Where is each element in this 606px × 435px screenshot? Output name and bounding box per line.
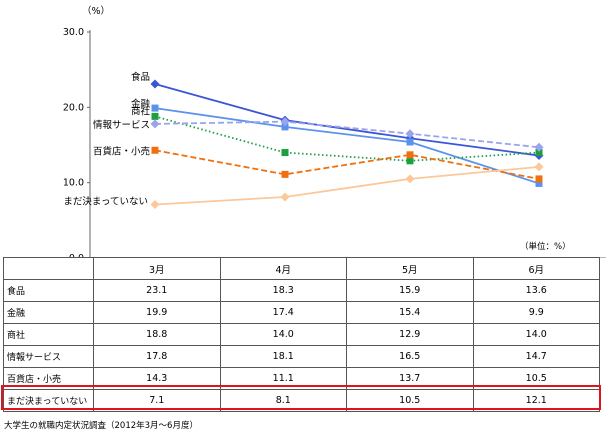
table-cell: 10.5 xyxy=(346,389,474,412)
y-axis-unit-label: （%） xyxy=(82,5,110,17)
data-point xyxy=(150,119,160,129)
table-cell: 12.9 xyxy=(346,323,474,346)
series-line xyxy=(154,149,540,180)
series-label: 百貨店・小売 xyxy=(93,145,150,157)
data-point xyxy=(151,104,159,112)
series-line xyxy=(154,83,540,157)
table-cell: 18.8 xyxy=(93,323,221,346)
data-point xyxy=(150,79,160,89)
data-point xyxy=(281,170,289,178)
data-point xyxy=(406,138,414,146)
series-label: 食品 xyxy=(131,71,150,83)
data-point xyxy=(534,142,544,152)
table-cell: 14.0 xyxy=(472,323,600,346)
table-cell: 7.1 xyxy=(93,389,221,412)
table-row-label: 百貨店・小売 xyxy=(3,367,94,390)
series-line xyxy=(154,115,540,162)
table-cell: 17.8 xyxy=(93,345,221,368)
table-cell: 18.3 xyxy=(219,279,347,302)
series-line xyxy=(154,120,540,149)
table-row: まだ決まっていない 7.1 8.1 10.5 12.1 xyxy=(3,389,600,412)
table-row: 商社 18.8 14.0 12.9 14.0 xyxy=(3,323,600,346)
series-label: まだ決まっていない xyxy=(63,196,148,208)
table-row-label: 商社 xyxy=(3,323,94,346)
data-point xyxy=(405,129,415,139)
table-header-cell: 3月 xyxy=(93,257,221,280)
table-cell: 14.0 xyxy=(219,323,347,346)
data-point xyxy=(280,192,290,202)
table-row: 食品 23.1 18.3 15.9 13.6 xyxy=(3,279,600,302)
table-row: 百貨店・小売 14.3 11.1 13.7 10.5 xyxy=(3,367,600,390)
table-cell: 15.9 xyxy=(346,279,474,302)
table-cell: 13.6 xyxy=(472,279,600,302)
table-cell: 11.1 xyxy=(219,367,347,390)
y-tick-label: 20.0 xyxy=(63,102,84,113)
table-row-label: 食品 xyxy=(3,279,94,302)
data-point xyxy=(535,179,543,187)
series-line xyxy=(154,107,540,185)
table-cell: 9.9 xyxy=(472,301,600,324)
table-row-label: まだ決まっていない xyxy=(3,389,94,412)
table-row-label: 情報サービス xyxy=(3,345,94,368)
data-point xyxy=(534,162,544,172)
data-point xyxy=(406,151,414,159)
series-label: 商社 xyxy=(131,105,151,117)
series-line xyxy=(154,165,540,206)
table-header-row: 3月 4月 5月 6月 xyxy=(3,257,600,280)
table-cell: 18.1 xyxy=(219,345,347,368)
table-header-cell: 4月 xyxy=(219,257,347,280)
table-row: 金融 19.9 17.4 15.4 9.9 xyxy=(3,301,600,324)
data-point xyxy=(151,146,159,154)
series-label: 金融 xyxy=(131,98,151,110)
table-cell: 16.5 xyxy=(346,345,474,368)
y-tick-label: 10.0 xyxy=(63,178,84,189)
table-cell: 13.7 xyxy=(346,367,474,390)
table-cell: 14.7 xyxy=(472,345,600,368)
data-point xyxy=(535,149,543,157)
data-point xyxy=(150,200,160,210)
data-point xyxy=(151,112,159,120)
table-cell: 23.1 xyxy=(93,279,221,302)
table-cell: 12.1 xyxy=(472,389,600,412)
unit-note: （単位：%） xyxy=(520,242,571,252)
table-row: 情報サービス 17.8 18.1 16.5 14.7 xyxy=(3,345,600,368)
data-point xyxy=(280,117,290,127)
data-point xyxy=(405,174,415,184)
table-cell: 10.5 xyxy=(472,367,600,390)
data-point xyxy=(406,157,414,165)
table-cell: 17.4 xyxy=(219,301,347,324)
table-cell: 8.1 xyxy=(219,389,347,412)
data-point xyxy=(281,149,289,157)
table-corner-cell xyxy=(3,257,94,280)
table-header-cell: 6月 xyxy=(472,257,600,280)
source-note: 大学生の就職内定状況調査（2012年3月～6月度） xyxy=(4,421,198,431)
table-cell: 19.9 xyxy=(93,301,221,324)
table-cell: 14.3 xyxy=(93,367,221,390)
y-tick-label: 0.0 xyxy=(69,253,84,258)
line-chart: （%） 0.0 10.0 20.0 30.0 食品金融商社情報サービス百貨店・小売まだ… xyxy=(63,5,606,258)
table-cell: 15.4 xyxy=(346,301,474,324)
data-point xyxy=(281,123,289,131)
table-row-label: 金融 xyxy=(3,301,94,324)
data-point xyxy=(535,175,543,183)
data-table: 3月 4月 5月 6月 食品 23.1 18.3 15.9 13.6 金融 19.9 17.4… xyxy=(3,257,600,412)
y-tick-label: 30.0 xyxy=(63,27,84,38)
series-label: 情報サービス xyxy=(93,119,150,131)
table-header-cell: 5月 xyxy=(346,257,474,280)
